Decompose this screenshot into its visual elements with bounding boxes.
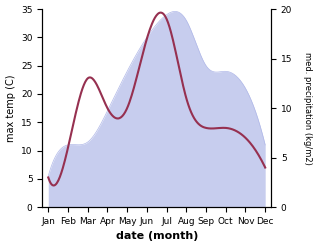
- X-axis label: date (month): date (month): [115, 231, 198, 242]
- Y-axis label: max temp (C): max temp (C): [5, 74, 16, 142]
- Y-axis label: med. precipitation (kg/m2): med. precipitation (kg/m2): [303, 52, 313, 165]
